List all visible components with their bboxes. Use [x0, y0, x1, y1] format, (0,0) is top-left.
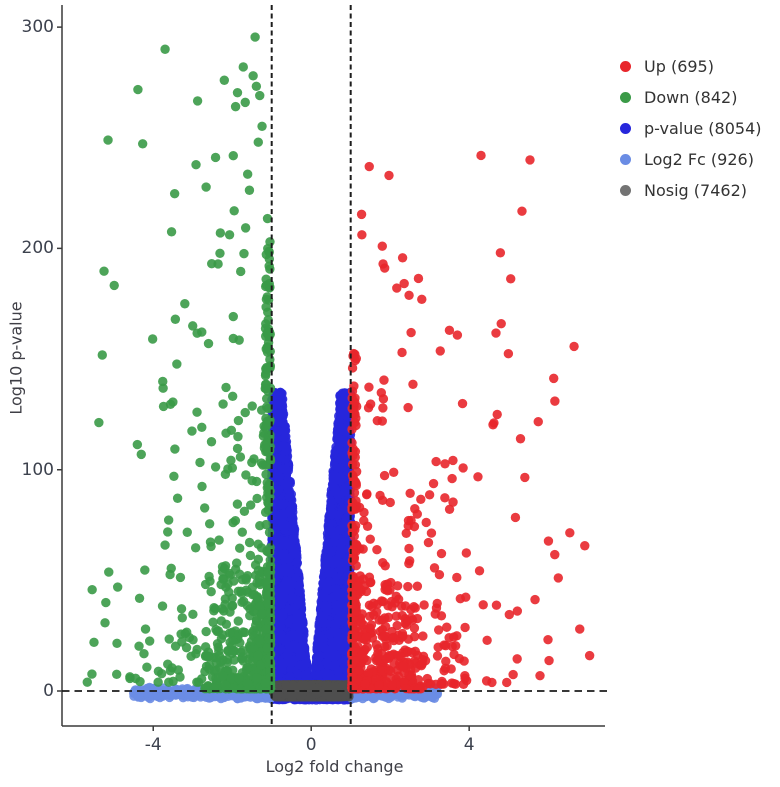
- y-axis-title: Log10 p-value: [6, 301, 26, 415]
- y-tick-label: 0: [43, 681, 54, 702]
- legend-item-log2: Log2 Fc (926): [620, 144, 762, 175]
- legend-marker-icon: [620, 123, 631, 134]
- legend-marker-icon: [620, 61, 631, 72]
- y-tick-label: 300: [21, 17, 54, 38]
- legend-item-up: Up (695): [620, 51, 762, 82]
- x-axis-title: Log2 fold change: [265, 757, 404, 776]
- legend-label: Nosig (7462): [644, 181, 747, 200]
- legend-label: Log2 Fc (926): [644, 150, 754, 169]
- legend-item-nosig: Nosig (7462): [620, 175, 762, 206]
- x-tick-label: 0: [305, 735, 317, 755]
- y-tick-label: 100: [21, 459, 54, 480]
- legend-marker-icon: [620, 92, 631, 103]
- legend-marker-icon: [620, 154, 631, 165]
- legend-item-down: Down (842): [620, 82, 762, 113]
- x-tick-label: 4: [463, 735, 475, 755]
- legend-label: Down (842): [644, 88, 738, 107]
- legend-marker-icon: [620, 185, 631, 196]
- legend-item-p-value: p-value (8054): [620, 113, 762, 144]
- y-tick-label: 200: [21, 238, 54, 259]
- legend: Up (695) Down (842) p-value (8054) Log2 Fc …: [620, 51, 762, 206]
- legend-label: Up (695): [644, 57, 714, 76]
- legend-label: p-value (8054): [644, 119, 762, 138]
- x-tick-label: -4: [144, 735, 162, 755]
